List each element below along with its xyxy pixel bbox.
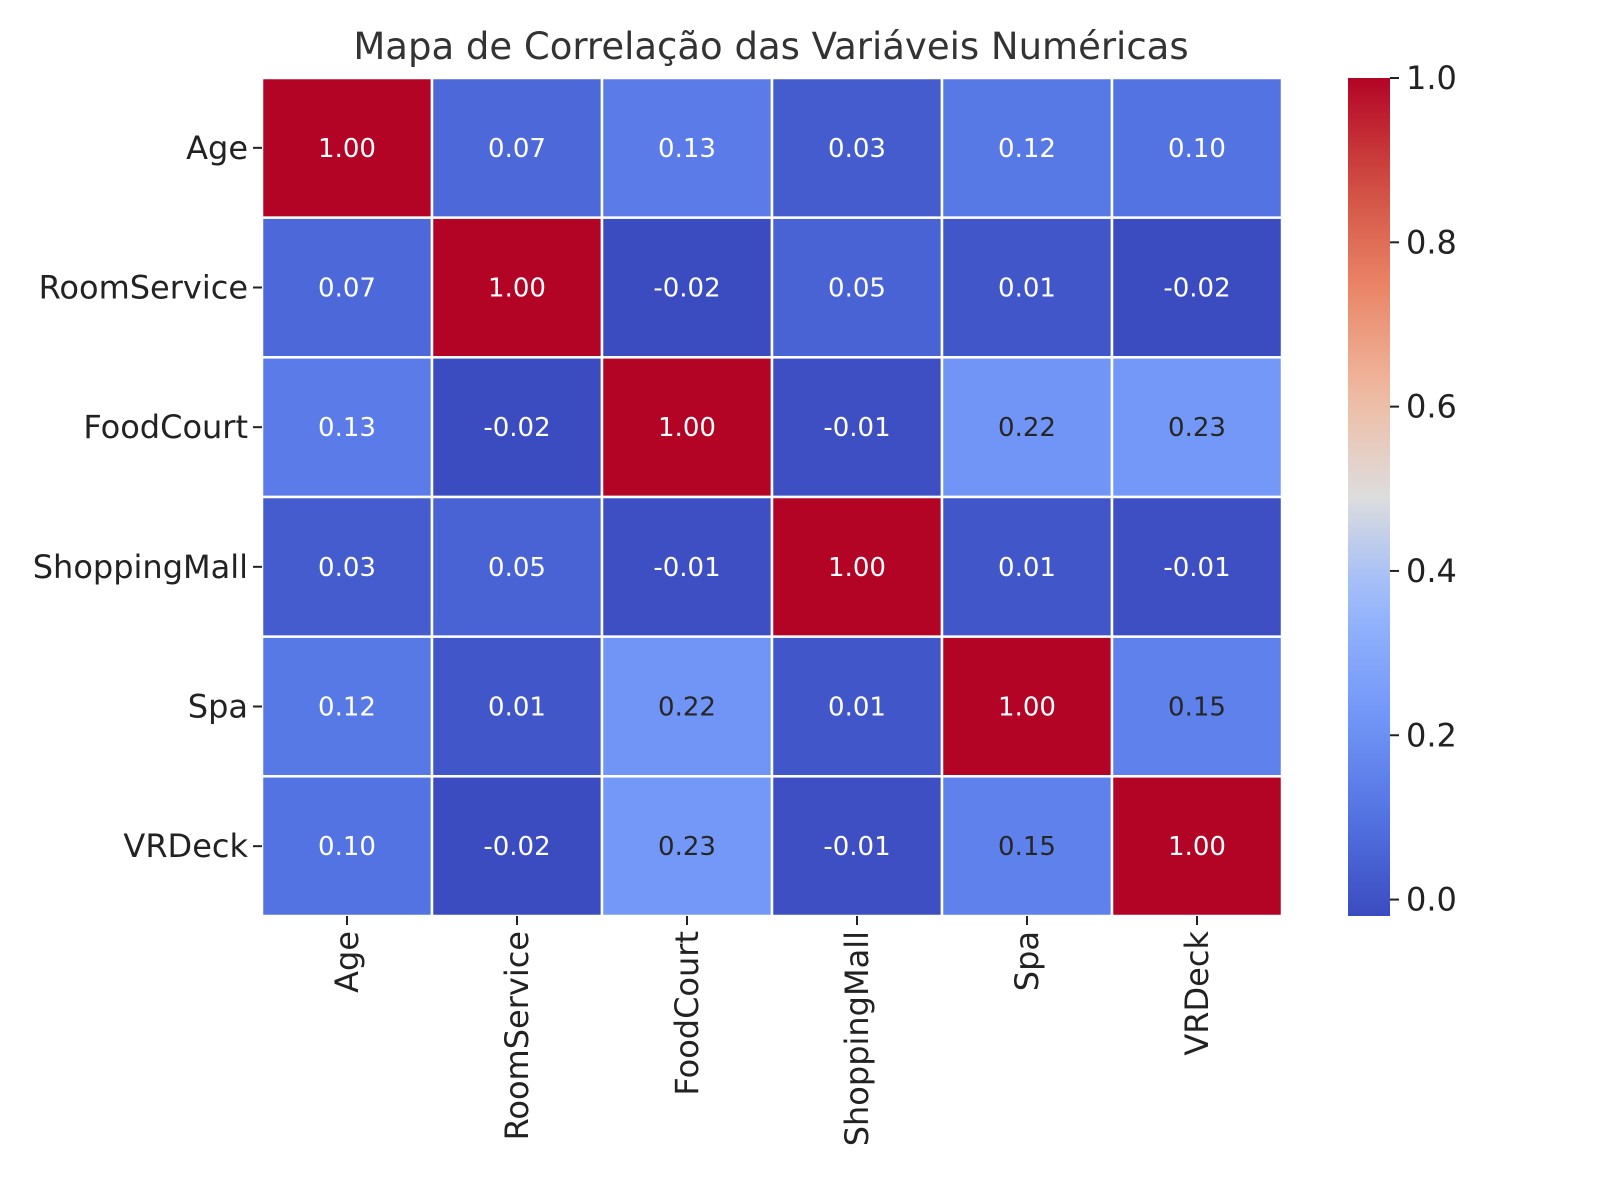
cell-value-label: 1.00	[488, 274, 546, 304]
heatmap-cell-RoomService-VRDeck	[1110, 216, 1284, 359]
cell-value-label: 1.00	[998, 693, 1056, 723]
colorbar-tick-label: 0.6	[1406, 388, 1457, 426]
cell-value-label: 0.15	[998, 832, 1056, 862]
cell-value-label: -0.01	[823, 413, 890, 443]
cell-value-label: 1.00	[318, 134, 376, 164]
colorbar: 0.0 0.2 0.4 0.6 0.8 1.0	[1348, 59, 1457, 919]
colorbar-gradient	[1348, 78, 1390, 916]
heatmap-cell-ShoppingMall-Spa	[940, 495, 1114, 638]
y-tick-label: Age	[186, 129, 248, 167]
heatmap-cell-ShoppingMall-VRDeck	[1110, 495, 1284, 638]
x-tick-label: Age	[328, 931, 366, 993]
x-tick-label: RoomService	[498, 931, 536, 1140]
heatmap-cell-VRDeck-Age	[260, 775, 434, 918]
cell-value-label: 0.01	[488, 693, 546, 723]
cell-value-label: 1.00	[658, 413, 716, 443]
cell-value-label: 0.03	[828, 134, 886, 164]
cell-value-label: 0.13	[318, 413, 376, 443]
heatmap-cell-Spa-VRDeck	[1110, 635, 1284, 778]
cell-value-label: 0.05	[488, 553, 546, 583]
heatmap-cell-FoodCourt-Spa	[940, 356, 1114, 499]
heatmap-cell-Spa-Age	[260, 635, 434, 778]
cell-value-label: 0.12	[998, 134, 1056, 164]
heatmap-cell-ShoppingMall-RoomService	[430, 495, 604, 638]
x-tick-label: FoodCourt	[668, 931, 706, 1096]
y-tick-label: VRDeck	[123, 827, 248, 865]
heatmap-cells	[260, 76, 1284, 918]
heatmap-cell-FoodCourt-VRDeck	[1110, 356, 1284, 499]
cell-value-label: 0.13	[658, 134, 716, 164]
y-tick-label: Spa	[188, 688, 248, 726]
x-tick-label: ShoppingMall	[838, 931, 876, 1146]
colorbar-tick-label: 0.2	[1406, 716, 1457, 754]
cell-value-label: 1.00	[828, 553, 886, 583]
cell-value-label: 0.07	[488, 134, 546, 164]
y-tick-label: FoodCourt	[83, 408, 248, 446]
heatmap-cell-labels: 1.00 0.07 0.13 0.03 0.12 0.10 0.07 1.00 -0.02 0.0…	[318, 134, 1231, 862]
heatmap-cell-Spa-FoodCourt	[600, 635, 774, 778]
heatmap-cell-RoomService-RoomService	[430, 216, 604, 359]
cell-value-label: 0.15	[1168, 693, 1226, 723]
heatmap-cell-FoodCourt-ShoppingMall	[770, 356, 944, 499]
heatmap-cell-Age-Age	[260, 76, 434, 219]
heatmap-cell-Spa-ShoppingMall	[770, 635, 944, 778]
x-tick-label: VRDeck	[1178, 931, 1216, 1056]
cell-value-label: 0.01	[998, 553, 1056, 583]
cell-value-label: 0.01	[828, 693, 886, 723]
x-axis: Age RoomService FoodCourt ShoppingMall Spa VR…	[328, 916, 1216, 1146]
cell-value-label: -0.02	[1163, 274, 1230, 304]
cell-value-label: 0.12	[318, 693, 376, 723]
cell-value-label: 0.01	[998, 274, 1056, 304]
heatmap-cell-Age-FoodCourt	[600, 76, 774, 219]
cell-value-label: 0.23	[1168, 413, 1226, 443]
cell-value-label: 0.03	[318, 553, 376, 583]
chart-title: Mapa de Correlação das Variáveis Numéric…	[353, 25, 1188, 68]
colorbar-tick-label: 0.0	[1406, 881, 1457, 919]
cell-value-label: 0.10	[318, 832, 376, 862]
cell-value-label: 0.23	[658, 832, 716, 862]
cell-value-label: 0.22	[658, 693, 716, 723]
heatmap-cell-ShoppingMall-FoodCourt	[600, 495, 774, 638]
y-axis: Age RoomService FoodCourt ShoppingMall Spa VR…	[33, 129, 262, 865]
cell-value-label: -0.01	[1163, 553, 1230, 583]
cell-value-label: 0.22	[998, 413, 1056, 443]
heatmap-cell-Age-RoomService	[430, 76, 604, 219]
cell-value-label: -0.02	[483, 832, 550, 862]
cell-value-label: -0.02	[653, 274, 720, 304]
heatmap-cell-Spa-Spa	[940, 635, 1114, 778]
cell-value-label: -0.01	[653, 553, 720, 583]
heatmap-cell-VRDeck-VRDeck	[1110, 775, 1284, 918]
colorbar-tick-label: 1.0	[1406, 59, 1457, 97]
heatmap-cell-Age-VRDeck	[1110, 76, 1284, 219]
cell-value-label: 0.05	[828, 274, 886, 304]
heatmap-cell-ShoppingMall-ShoppingMall	[770, 495, 944, 638]
cell-value-label: 0.10	[1168, 134, 1226, 164]
colorbar-tick-label: 0.4	[1406, 552, 1457, 590]
heatmap-cell-RoomService-ShoppingMall	[770, 216, 944, 359]
cell-value-label: -0.02	[483, 413, 550, 443]
y-tick-label: RoomService	[39, 269, 248, 307]
cell-value-label: 0.07	[318, 274, 376, 304]
x-tick-label: Spa	[1008, 931, 1046, 991]
heatmap-cell-FoodCourt-RoomService	[430, 356, 604, 499]
cell-value-label: -0.01	[823, 832, 890, 862]
cell-value-label: 1.00	[1168, 832, 1226, 862]
colorbar-tick-label: 0.8	[1406, 223, 1457, 261]
heatmap-cell-ShoppingMall-Age	[260, 495, 434, 638]
y-tick-label: ShoppingMall	[33, 548, 248, 586]
